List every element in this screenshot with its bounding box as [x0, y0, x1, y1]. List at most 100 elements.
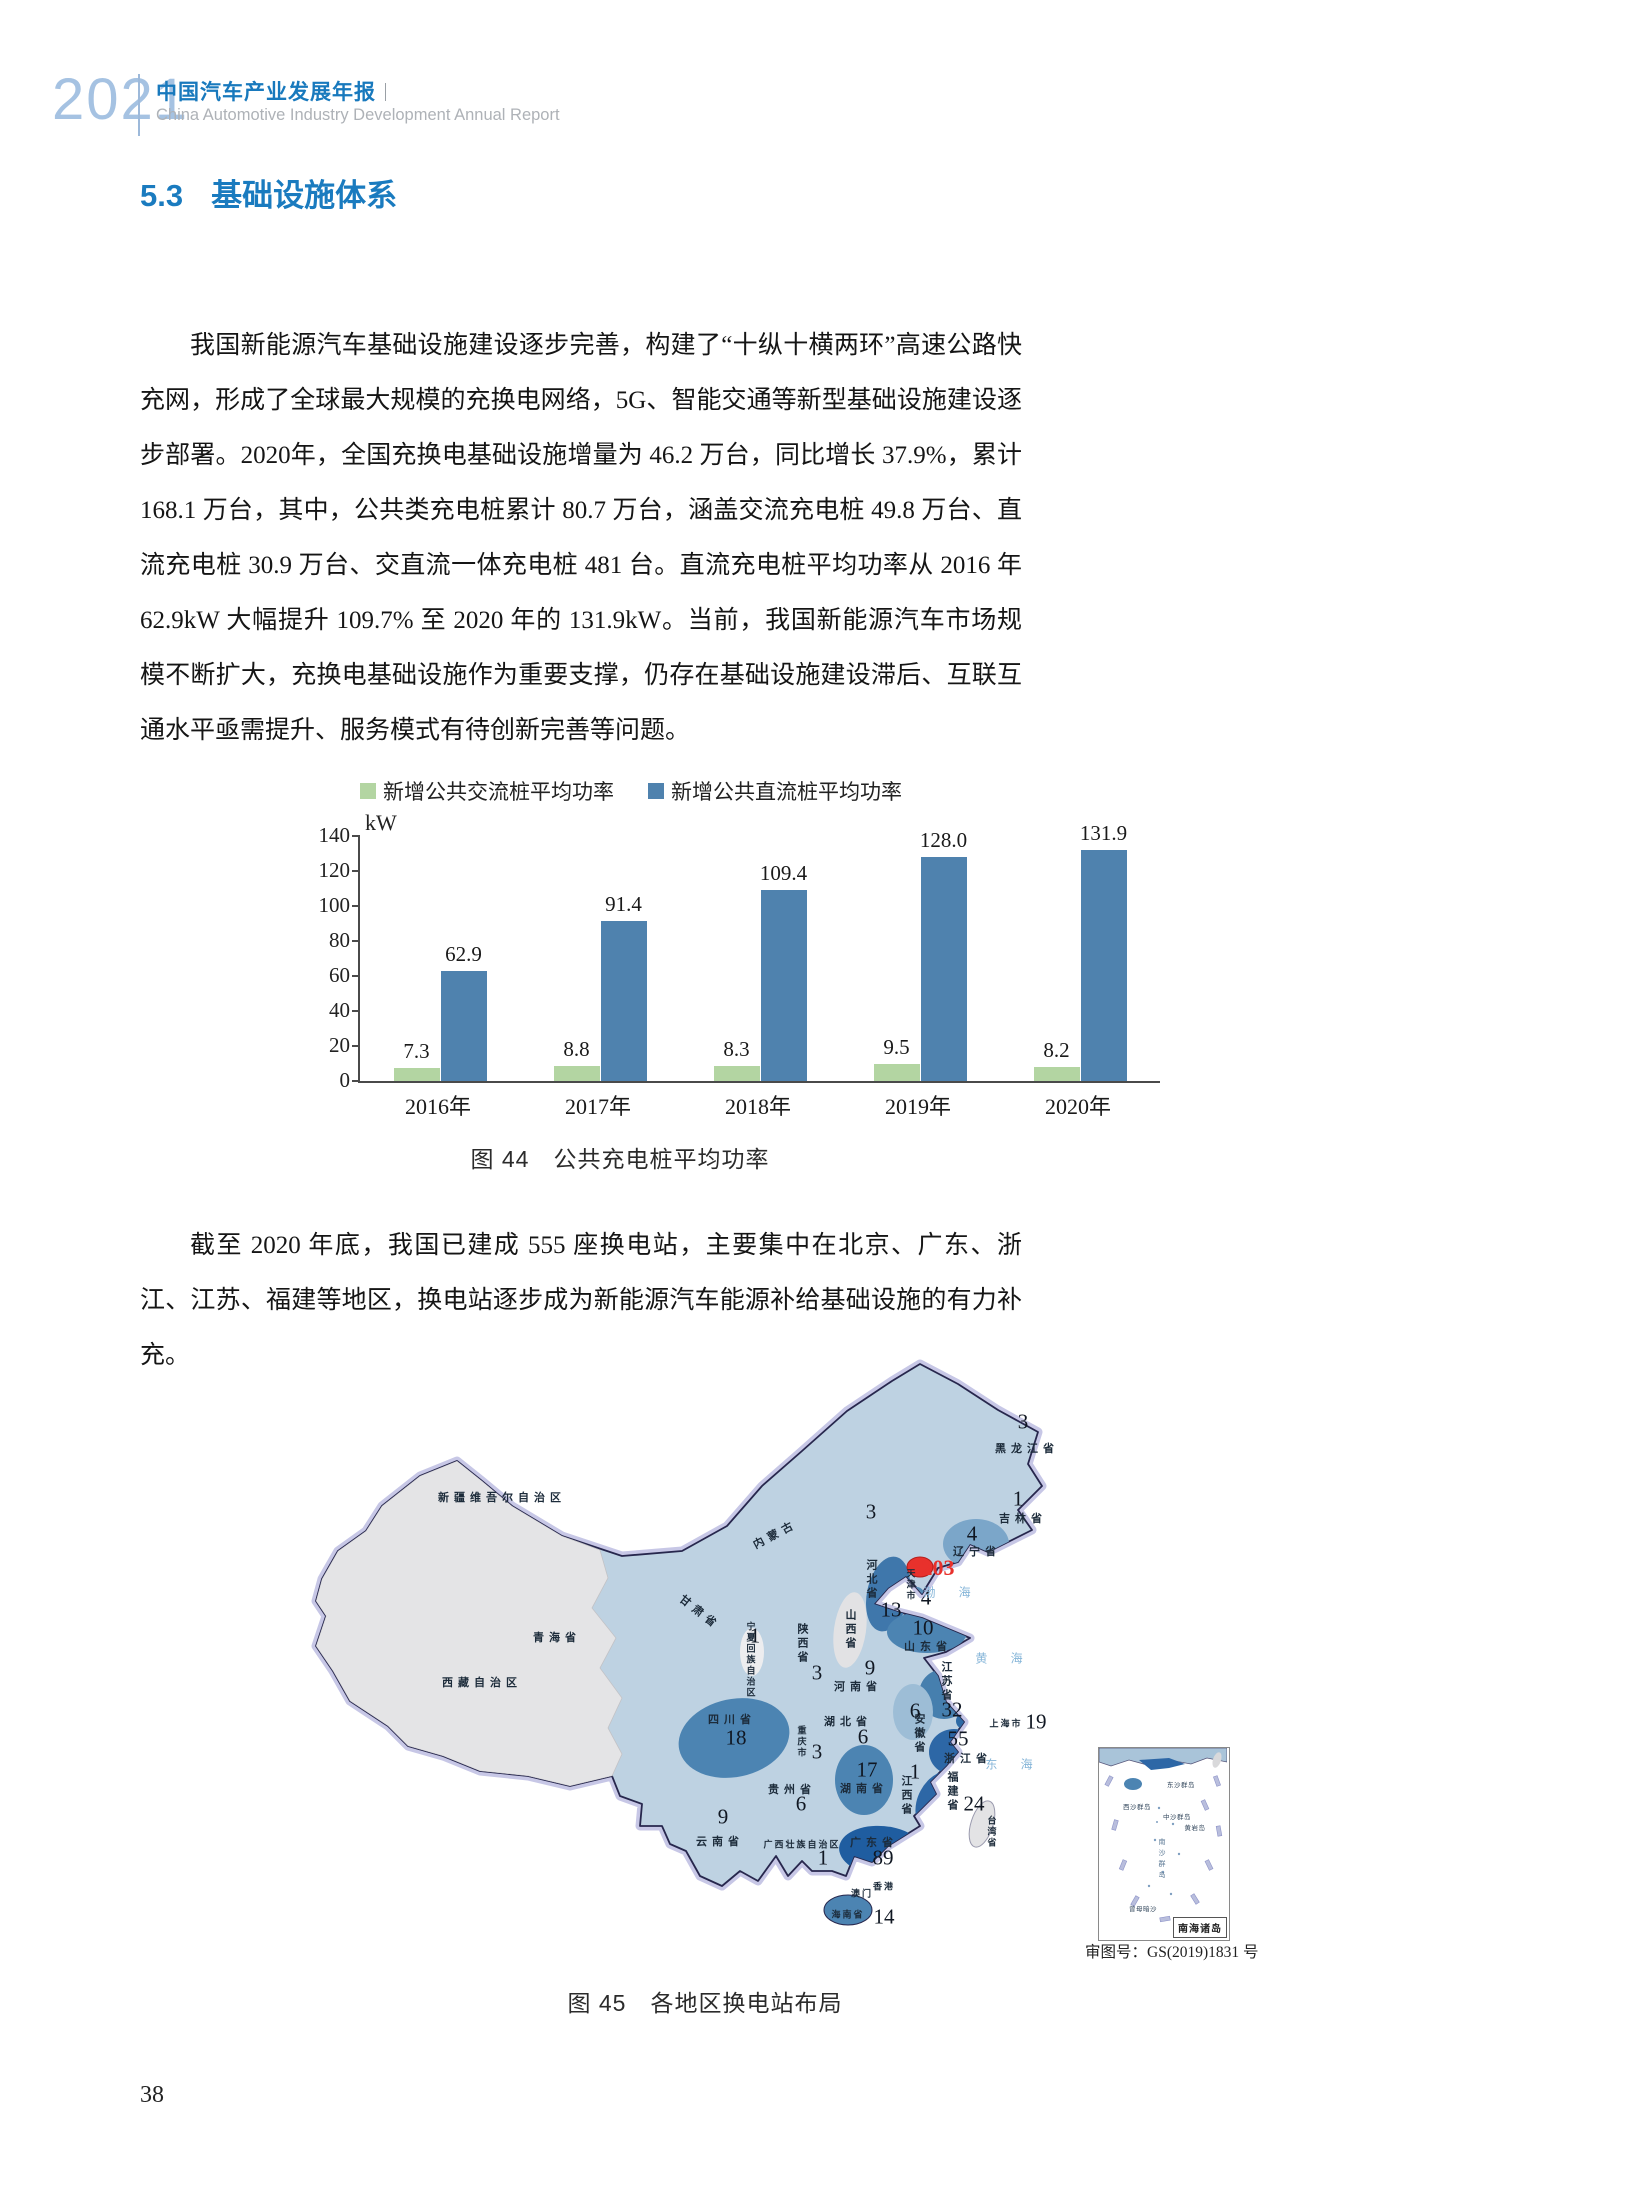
y-axis-tick-label: 100 — [318, 893, 351, 917]
bar — [1033, 1066, 1080, 1081]
figure-44-caption: 图 44 公共充电桩平均功率 — [470, 1146, 770, 1172]
province-label: 江苏省 — [940, 1661, 952, 1703]
province-swap-station-count: 89 — [872, 1845, 894, 1870]
province-label: 浙江省 — [944, 1753, 992, 1765]
province-swap-station-count: 17 — [856, 1757, 878, 1782]
bar-value-label: 91.4 — [605, 892, 642, 917]
province-label: 青海省 — [533, 1632, 581, 1644]
x-axis-category-label: 2019年 — [884, 1094, 951, 1119]
page-number: 38 — [140, 2082, 164, 2108]
bar-value-label: 7.3 — [403, 1039, 430, 1064]
province-swap-station-count: 6 — [857, 1724, 869, 1749]
legend-label: 新增公共交流桩平均功率 — [383, 780, 614, 804]
bar-value-label: 8.3 — [723, 1037, 750, 1062]
province-swap-station-count: 4 — [966, 1521, 978, 1546]
bar-wrapper: 109.4 — [760, 861, 807, 1081]
bar-wrapper: 131.9 — [1080, 821, 1127, 1081]
y-axis-tick-label: 120 — [318, 858, 351, 882]
province-swap-station-count: 3 — [1017, 1409, 1029, 1434]
province-label: 江西省 — [900, 1775, 912, 1817]
legend-swatch — [648, 783, 664, 799]
chart-x-axis-labels: 2016年 2017年 2018年 2019年 2020年 — [358, 1089, 1158, 1121]
bar-wrapper: 128.0 — [920, 828, 967, 1081]
y-axis-tick-mark — [352, 835, 360, 837]
province-label: 云南省 — [696, 1836, 744, 1848]
inset-island-label: 东沙群岛 — [1167, 1782, 1195, 1789]
province-swap-station-count: 24 — [963, 1791, 985, 1816]
province-label: 西藏自治区 — [442, 1677, 522, 1689]
inset-label: 南海诸岛 — [1173, 1917, 1227, 1938]
bar-wrapper: 8.8 — [553, 1037, 600, 1081]
province-label: 陕西省 — [796, 1623, 808, 1665]
legend-item: 新增公共交流桩平均功率 — [360, 776, 614, 806]
bar-value-label: 109.4 — [759, 860, 808, 885]
bar — [393, 1068, 440, 1081]
province-label: 台湾省 — [986, 1815, 997, 1849]
province-swap-station-count: 3 — [811, 1660, 823, 1685]
y-axis-tick-mark — [352, 975, 360, 977]
y-axis-tick-mark — [352, 870, 360, 872]
province-label: 海南省 — [831, 1909, 865, 1920]
province-label: 香港 — [872, 1881, 896, 1892]
bar — [1080, 850, 1127, 1081]
paragraph-infrastructure: 我国新能源汽车基础设施建设逐步完善，构建了“十纵十横两环”高速公路快充网，形成了… — [140, 332, 1022, 744]
x-axis-category-label: 2017年 — [564, 1094, 631, 1119]
province-label: 广东省 — [850, 1837, 898, 1849]
inset-island-label: 西沙群岛 — [1123, 1804, 1151, 1811]
province-label: 河南省 — [834, 1681, 882, 1693]
province-label: 河北省 — [865, 1559, 877, 1601]
bar — [920, 857, 967, 1081]
bar-value-label: 128.0 — [919, 828, 968, 852]
province-label: 山西省 — [844, 1609, 856, 1651]
paragraph-swap-stations: 截至 2020 年底，我国已建成 555 座换电站，主要集中在北京、广东、浙江、… — [140, 1232, 1022, 1369]
province-swap-station-count: 9 — [717, 1804, 729, 1829]
province-swap-station-count: 19 — [1025, 1709, 1047, 1734]
y-axis-tick-label: 0 — [339, 1068, 351, 1092]
bar-group: 8.2 131.9 — [1000, 821, 1160, 1081]
province-swap-station-count: 1 — [817, 1845, 829, 1870]
section-number: 5.3 — [140, 178, 184, 213]
inset-graphic — [1099, 1748, 1227, 1923]
province-swap-station-count: 1 — [1012, 1486, 1024, 1511]
section-title: 基础设施体系 — [211, 178, 398, 213]
bar-wrapper: 91.4 — [600, 892, 647, 1081]
y-axis-tick-mark — [352, 1010, 360, 1012]
bar-value-label: 8.2 — [1043, 1037, 1070, 1062]
y-axis-tick-mark — [352, 1080, 360, 1082]
inset-island-label: 黄岩岛 — [1184, 1825, 1206, 1832]
inset-island-label: 南沙群岛 — [1158, 1838, 1165, 1882]
south-china-sea-inset: 南海诸岛 东沙群岛西沙群岛中沙群岛黄岩岛南沙群岛曾母暗沙 — [1098, 1747, 1230, 1941]
province-label: 辽宁省 — [953, 1546, 1001, 1558]
y-axis-tick-label: 60 — [329, 963, 350, 987]
bar — [553, 1065, 600, 1081]
province-label: 重庆市 — [796, 1725, 807, 1759]
province-swap-station-count: 3 — [811, 1739, 823, 1764]
figure-44-chart: 新增公共交流桩平均功率 新增公共直流桩平均功率 kW 7.3 62.9 8.8 91.4… — [255, 770, 1215, 1130]
bar-group: 7.3 62.9 — [360, 942, 520, 1081]
province-swap-station-count: 14 — [873, 1904, 895, 1929]
legend-label: 新增公共直流桩平均功率 — [671, 780, 902, 804]
bar-wrapper: 8.3 — [713, 1037, 760, 1081]
x-axis-category-label: 2016年 — [404, 1094, 471, 1119]
legend-item: 新增公共直流桩平均功率 — [648, 776, 902, 806]
bar-value-label: 8.8 — [563, 1036, 590, 1061]
sea-label: 黄 海 — [975, 1651, 1033, 1666]
inset-island-label: 曾母暗沙 — [1129, 1906, 1157, 1913]
province-swap-station-count: 32 — [941, 1697, 963, 1722]
province-label: 福建省 — [946, 1771, 958, 1813]
x-axis-category-label: 2020年 — [1044, 1094, 1111, 1119]
bar-wrapper: 9.5 — [873, 1035, 920, 1081]
bar-value-label: 9.5 — [883, 1035, 910, 1060]
y-axis-tick-label: 80 — [329, 928, 350, 952]
bar — [713, 1066, 760, 1081]
report-title-cn: 中国汽车产业发展年报 — [156, 76, 386, 106]
province-swap-station-count: 6 — [909, 1698, 921, 1723]
bar-wrapper: 8.2 — [1033, 1038, 1080, 1081]
y-axis-tick-label: 20 — [329, 1033, 350, 1057]
legend-swatch — [360, 783, 376, 799]
province-label: 四川省 — [708, 1714, 756, 1726]
inset-island-label: 中沙群岛 — [1163, 1814, 1191, 1821]
y-axis-tick-mark — [352, 905, 360, 907]
map-license-number: 审图号：GS(2019)1831 号 — [1085, 1944, 1259, 1961]
province-swap-station-count: 55 — [947, 1726, 969, 1751]
